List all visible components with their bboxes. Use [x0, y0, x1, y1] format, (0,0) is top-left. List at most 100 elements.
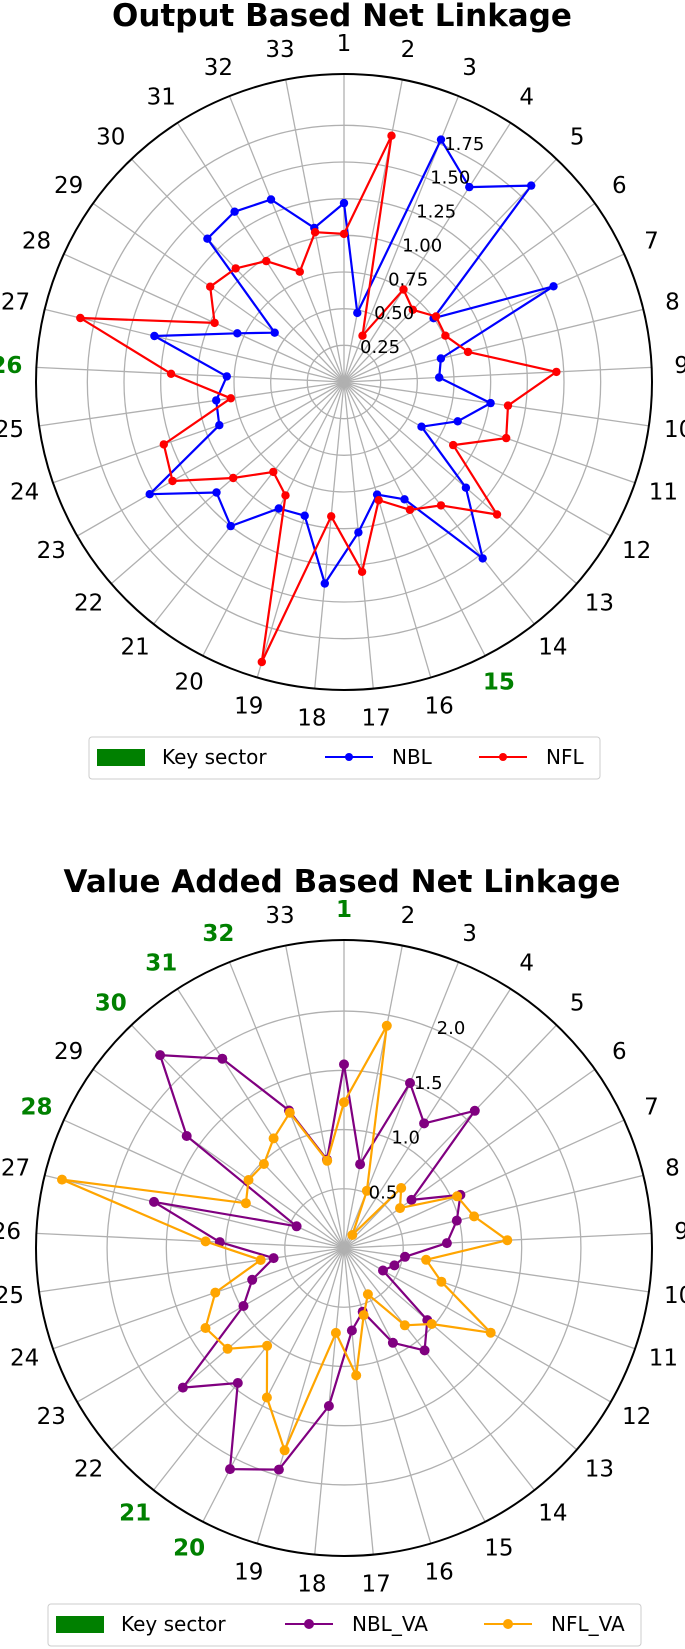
data-point: [231, 264, 240, 273]
data-point: [355, 1159, 366, 1170]
legend-nfl-marker: [499, 753, 507, 761]
data-point: [486, 398, 495, 408]
grid-spoke: [343, 253, 625, 383]
data-point: [396, 1183, 407, 1193]
sector-label: 5: [570, 990, 585, 1016]
sector-label: 26: [0, 1219, 21, 1245]
data-point: [149, 1196, 159, 1207]
grid-spoke: [343, 79, 403, 383]
data-point: [255, 1255, 266, 1265]
grid-spoke: [343, 1068, 596, 1249]
data-point: [389, 1260, 400, 1271]
data-point: [362, 1289, 373, 1300]
data-point: [269, 467, 278, 477]
data-point: [230, 207, 239, 216]
sector-label: 21: [120, 635, 149, 661]
data-point: [357, 567, 367, 576]
data-point: [453, 417, 462, 426]
data-point: [76, 313, 85, 323]
grid-spoke: [36, 366, 345, 383]
key-sector-label: 20: [173, 1535, 205, 1561]
data-point: [210, 318, 219, 328]
sector-label: 27: [1, 1155, 30, 1181]
grid-spoke: [202, 381, 345, 657]
legend-key-sector-label: Key sector: [162, 745, 267, 769]
sector-label: 13: [585, 1456, 614, 1482]
data-point: [168, 476, 177, 486]
grid-spoke: [343, 381, 636, 484]
grid-spoke: [343, 308, 644, 383]
sector-label: 7: [644, 1095, 659, 1121]
sector-label: 27: [1, 289, 30, 315]
data-point: [279, 1445, 290, 1456]
grid-spoke: [176, 988, 345, 1249]
data-point: [400, 1251, 410, 1262]
data-point: [203, 234, 212, 243]
sector-label: 22: [74, 590, 103, 616]
data-point: [291, 1221, 302, 1232]
data-point: [461, 483, 471, 492]
data-point: [465, 182, 474, 192]
radial-tick-label: 1.75: [444, 134, 484, 155]
legend-nfl-va-marker: [503, 1619, 513, 1629]
grid-spoke: [314, 381, 345, 689]
grid-spoke: [44, 1174, 345, 1249]
sector-label: 33: [265, 903, 294, 929]
data-point: [469, 1211, 480, 1222]
radial-tick-label: 1.00: [402, 235, 442, 256]
data-point: [387, 1337, 398, 1348]
data-point: [273, 1464, 284, 1475]
grid-spoke: [52, 1247, 345, 1350]
data-point: [435, 373, 444, 382]
sector-label: 6: [612, 173, 627, 199]
polar-grid: [35, 939, 653, 1557]
data-point: [210, 1287, 221, 1298]
data-point: [150, 331, 159, 341]
key-sector-swatch: [97, 749, 145, 766]
sector-label: 12: [622, 1404, 651, 1430]
grid-spoke: [36, 1232, 345, 1249]
grid-spoke: [343, 1247, 612, 1403]
legend-value-added: Key sector NBL_VA NFL_VA: [47, 1603, 642, 1647]
key-sector-label: 31: [145, 951, 177, 977]
data-point: [378, 1265, 388, 1276]
radial-tick-label: 1.50: [430, 168, 470, 189]
data-point: [320, 579, 329, 588]
sector-label: 20: [174, 669, 203, 695]
data-point: [212, 396, 221, 405]
data-point: [323, 1401, 334, 1411]
data-point: [226, 521, 235, 531]
sector-label: 8: [665, 289, 680, 315]
sector-label: 25: [0, 417, 24, 443]
series-line: [152, 1054, 476, 1471]
grid-spoke: [343, 381, 578, 585]
data-point: [339, 229, 349, 239]
legend-nbl-va-marker: [304, 1619, 314, 1629]
data-point: [436, 501, 446, 510]
grid-spoke: [343, 945, 403, 1249]
grid-spoke: [176, 122, 345, 383]
data-point: [200, 1236, 211, 1247]
radial-tick-label: 1.5: [414, 1073, 443, 1094]
legend-nbl-va-label: NBL_VA: [352, 1612, 428, 1636]
grid-spoke: [52, 381, 345, 484]
data-point: [419, 1118, 430, 1129]
sector-label: 6: [612, 1039, 627, 1065]
data-point: [451, 1215, 462, 1226]
data-point: [295, 267, 304, 276]
grid-spoke: [256, 381, 345, 678]
data-point: [215, 421, 224, 430]
grid-spoke: [343, 381, 612, 537]
data-point: [441, 1238, 452, 1249]
sector-label: 16: [425, 1559, 454, 1585]
grid-spoke: [343, 381, 649, 427]
polar-grid: [35, 73, 653, 691]
data-point: [469, 1105, 480, 1116]
data-point: [351, 1370, 362, 1381]
data-point: [400, 495, 409, 504]
data-point: [503, 401, 513, 410]
data-point: [502, 433, 511, 443]
sector-label: 1: [337, 31, 352, 57]
data-point: [217, 1053, 228, 1064]
grid-spoke: [39, 381, 345, 427]
